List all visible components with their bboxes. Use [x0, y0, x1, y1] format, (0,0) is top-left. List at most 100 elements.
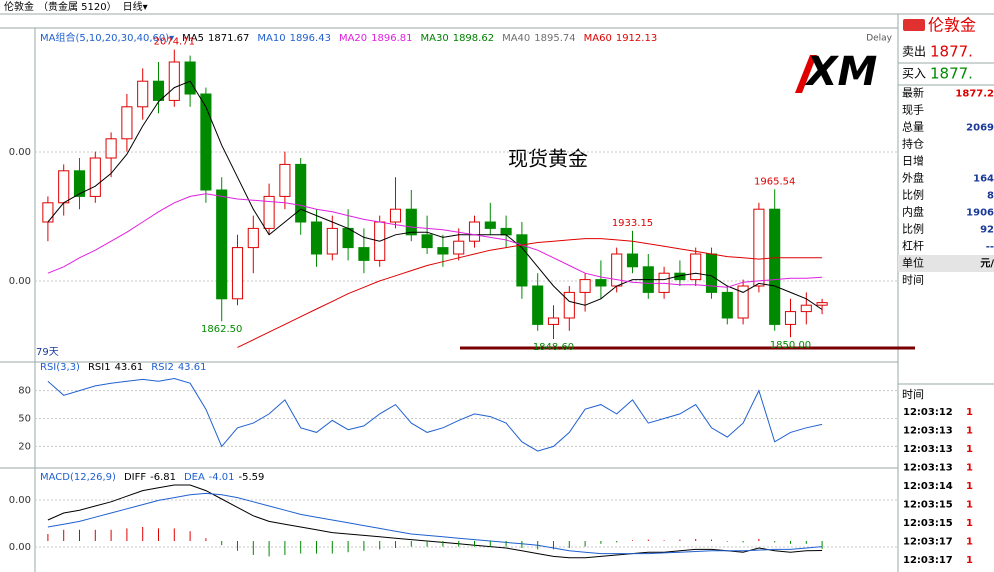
row-value: 1877.2 — [955, 89, 994, 100]
y-tick-label: 20 — [18, 441, 31, 452]
y-axis-label: 0.00 — [9, 542, 31, 553]
row-label: 买入 — [902, 67, 926, 81]
tick-time: 12:03:13 — [903, 463, 953, 474]
ma-value: 1896.43 — [290, 33, 331, 44]
tick-price: 1 — [966, 537, 973, 548]
row-label: 比例 — [902, 222, 924, 236]
period-selector[interactable]: 日线▾ — [123, 0, 148, 13]
candle-body — [295, 163, 307, 223]
tick-time: 12:03:17 — [903, 537, 953, 548]
ma-name: MA60 — [584, 33, 612, 44]
candle-body — [168, 61, 180, 101]
symbol: 伦敦金 — [4, 0, 34, 13]
time-header: 时间 — [902, 388, 924, 401]
candle-body — [563, 291, 575, 319]
candle-body — [73, 170, 86, 197]
candle-body — [737, 285, 749, 319]
candle-body — [358, 247, 370, 261]
price-annotation: 1848.60 — [533, 342, 574, 353]
tick-price: 1 — [966, 407, 973, 418]
series-value: -4.01 — [209, 472, 235, 483]
candle-body — [532, 285, 544, 325]
candle-body — [89, 157, 101, 197]
candle-body — [547, 317, 560, 325]
tick-time: 12:03:14 — [903, 481, 953, 492]
tick-price: 1 — [966, 481, 973, 492]
logo-slash — [795, 55, 817, 93]
row-value: -- — [986, 242, 994, 253]
row-label: 杠杆 — [902, 239, 924, 253]
candle-body — [42, 202, 54, 223]
tick-price: 1 — [966, 444, 973, 455]
return-icon[interactable] — [903, 19, 925, 31]
candle-body — [310, 221, 323, 255]
candle-body — [121, 106, 133, 140]
candle-body — [263, 195, 275, 229]
row-label: 最新 — [902, 86, 924, 100]
row-label: 总量 — [902, 120, 924, 134]
indicator-title: MACD(12,26,9) — [40, 472, 116, 483]
series-name: DEA — [184, 472, 205, 483]
row-label: 现手 — [902, 103, 924, 117]
candle-body — [58, 170, 70, 204]
tick-time: 12:03:13 — [903, 426, 953, 437]
candle-body — [231, 247, 244, 300]
ma-name: MA40 — [502, 33, 530, 44]
row-value: 1877. — [930, 43, 973, 61]
tick-time: 12:03:15 — [903, 500, 953, 511]
ma-line — [47, 193, 823, 288]
candle-body — [421, 234, 433, 249]
candle-body — [468, 221, 481, 242]
ma-selector: MA组合(5,10,20,30,40,60)▾ — [40, 31, 174, 44]
legend-line: 伦敦金 （贵金属 5120） 日线▾ — [4, 0, 148, 13]
candle-body — [816, 302, 828, 306]
ma-value: 1896.81 — [371, 33, 412, 44]
candle-body — [753, 208, 765, 287]
ma-name: MA20 — [339, 33, 367, 44]
ma-name: MA5 — [182, 33, 204, 44]
y-tick-label: 50 — [18, 414, 31, 425]
y-axis-label: 0.00 — [9, 495, 31, 506]
row-label: 卖出 — [902, 45, 926, 59]
tick-time: 12:03:17 — [903, 555, 953, 566]
candle-body — [405, 208, 417, 236]
row-value: 1877. — [930, 65, 973, 83]
candle-body — [342, 227, 354, 249]
candle-body — [437, 247, 449, 255]
candle-body — [674, 272, 686, 281]
row-label: 外盘 — [902, 171, 924, 185]
y-tick-label: 80 — [18, 386, 31, 397]
legend-line: RSI(3,3) RSI1 43.61 RSI2 43.61 — [40, 362, 206, 373]
candle-body — [690, 253, 702, 281]
row-label: 单位 — [902, 256, 924, 270]
indicator-title: RSI(3,3) — [40, 362, 80, 373]
xm-logo: XM — [792, 49, 888, 96]
tick-time: 12:03:13 — [903, 444, 953, 455]
legend-line: MACD(12,26,9) DIFF -6.81 DEA -4.01 -5.59 — [40, 472, 264, 483]
tick-price: 1 — [966, 555, 973, 566]
series-value: 43.61 — [115, 362, 144, 373]
candle-body — [784, 311, 797, 325]
price-annotation: 1933.15 — [612, 218, 653, 229]
price-annotation: 1965.54 — [754, 176, 795, 187]
candle-body — [216, 189, 228, 300]
candle-body — [247, 227, 259, 249]
candle-body — [800, 304, 812, 313]
row-value: 1906 — [966, 208, 994, 219]
candle-body — [579, 279, 591, 293]
ma-line — [47, 80, 823, 310]
candle-body — [152, 80, 165, 101]
tick-time: 12:03:15 — [903, 518, 953, 529]
y-axis-label: 0.00 — [9, 147, 31, 158]
price-annotation: 1850.00 — [770, 340, 811, 351]
candle-body — [721, 291, 733, 319]
candle-body — [516, 234, 528, 287]
row-label: 日增 — [902, 154, 924, 168]
ma-value: 1871.67 — [208, 33, 249, 44]
series-value: -5.59 — [239, 472, 265, 483]
ma-line — [237, 238, 823, 348]
row-value: 164 — [973, 174, 994, 185]
price-annotation: 2074.71 — [154, 37, 195, 48]
row-label: 时间 — [902, 274, 924, 287]
candle-body — [389, 208, 402, 223]
